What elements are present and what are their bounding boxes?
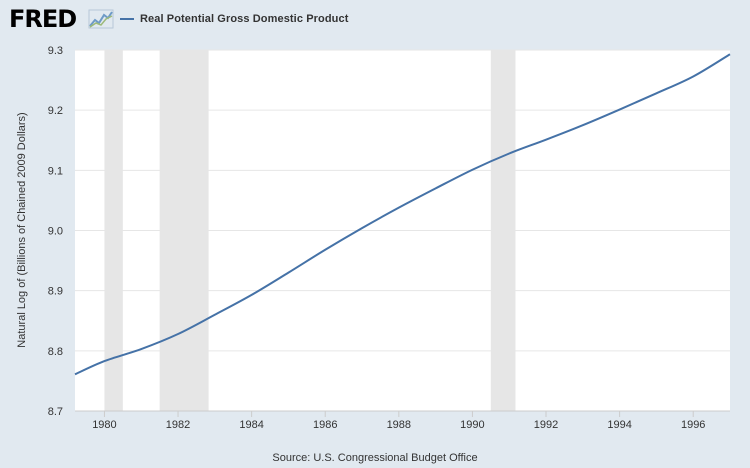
y-tick-label: 8.7 [48, 406, 63, 418]
x-tick-label: 1980 [92, 419, 116, 431]
y-tick-label: 9.0 [48, 226, 63, 238]
x-tick-label: 1990 [460, 419, 484, 431]
y-axis-ticks: 8.7 8.8 8.9 9.0 9.1 9.2 9.3 [48, 45, 63, 418]
gridlines [75, 49, 730, 412]
fred-logo[interactable]: FRED [9, 5, 77, 33]
y-tick-label: 9.3 [48, 45, 63, 57]
x-tick-label: 1986 [313, 419, 337, 431]
x-tick-label: 1982 [166, 419, 190, 431]
legend-label: Real Potential Gross Domestic Product [140, 13, 349, 25]
x-tick-label: 1988 [387, 419, 411, 431]
x-tick-label: 1996 [681, 419, 705, 431]
legend-swatch [120, 18, 134, 20]
x-tick-label: 1994 [607, 419, 631, 431]
y-tick-label: 9.1 [48, 165, 63, 177]
x-axis-ticks: 1980 1982 1984 1986 1988 1990 1992 1994 1996 [92, 411, 705, 431]
y-tick-label: 8.9 [48, 286, 63, 298]
y-axis-label: Natural Log of (Billions of Chained 2009… [16, 112, 28, 348]
source-note: Source: U.S. Congressional Budget Office [272, 452, 478, 464]
x-tick-label: 1984 [239, 419, 263, 431]
y-tick-label: 8.8 [48, 346, 63, 358]
y-tick-label: 9.2 [48, 105, 63, 117]
fred-logo-graph-icon [88, 8, 114, 30]
series-line-real-potential-gdp [74, 53, 731, 376]
chart-legend[interactable]: Real Potential Gross Domestic Product [120, 11, 348, 27]
x-tick-label: 1992 [534, 419, 558, 431]
chart-header: FRED Real Potential Gross Domestic Produ… [0, 0, 750, 38]
